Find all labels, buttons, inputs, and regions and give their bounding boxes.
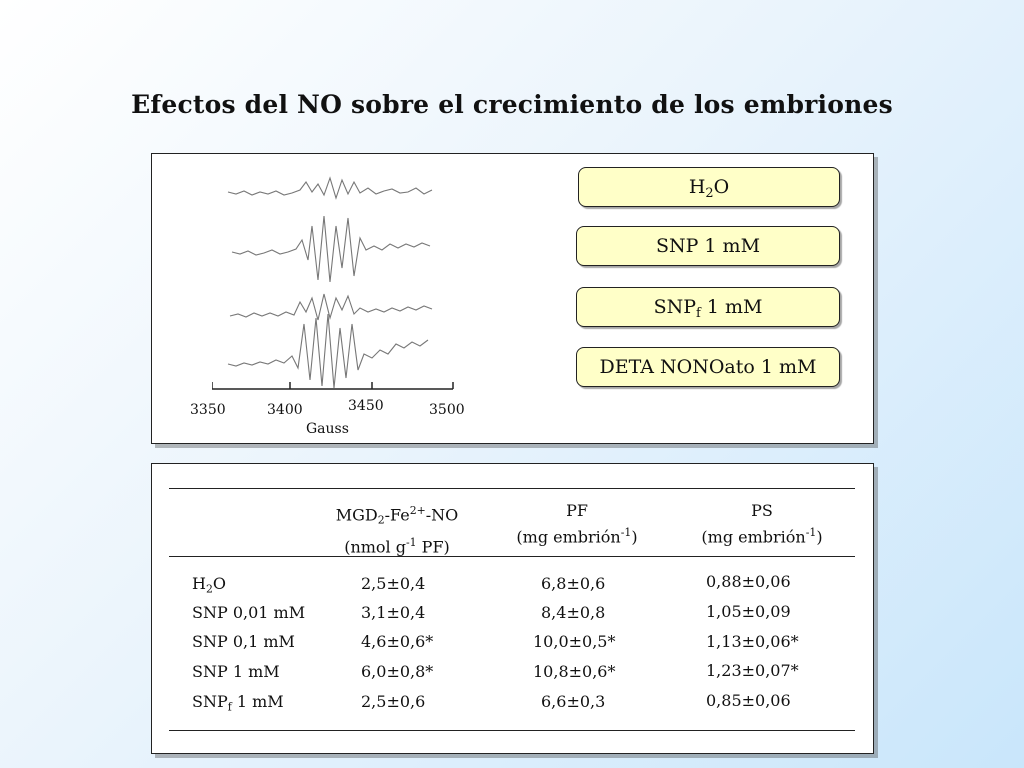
cell-ps: 1,23±0,07* [706,661,799,680]
cell-mgd: 2,5±0,6 [361,692,426,711]
spectra-panel: 3350 3400 3450 3500 Gauss H2O SNP 1 mM S… [151,153,874,444]
x-tick-label: 3500 [429,402,465,418]
row-label: SNP 0,01 mM [192,603,306,622]
spectrum-trace-h2o [227,176,433,200]
cell-ps: 0,85±0,06 [706,691,791,710]
cell-ps: 1,13±0,06* [706,632,799,651]
header-mgd: MGD2-Fe2+-NO (nmol g-1 PF) [335,504,459,556]
cell-mgd: 2,5±0,4 [361,574,426,593]
x-axis [212,382,454,390]
cell-mgd: 6,0±0,8* [361,662,434,681]
cell-ps: 1,05±0,09 [706,602,791,621]
row-label: SNPf 1 mM [192,692,284,714]
cell-pf: 10,0±0,5* [533,632,616,651]
cell-pf: 6,6±0,3 [541,692,606,711]
table-header-rule [169,556,855,557]
spectrum-trace-snpf [229,293,433,321]
spectrum-trace-deta [227,313,429,389]
row-label: H2O [192,574,226,596]
cell-ps: 0,88±0,06 [706,572,791,591]
results-table: MGD2-Fe2+-NO (nmol g-1 PF) PF (mg embrió… [151,463,874,754]
row-label: SNP 0,1 mM [192,632,295,651]
x-tick-label: 3350 [190,402,226,418]
legend-h2o: H2O [578,167,840,207]
x-tick-label: 3450 [348,398,384,414]
epr-spectra-plot [212,176,454,390]
cell-mgd: 4,6±0,6* [361,632,434,651]
row-label: SNP 1 mM [192,662,280,681]
x-tick-label: 3400 [267,402,303,418]
table-bottom-rule [169,730,855,731]
legend-snpf: SNPf 1 mM [576,287,840,327]
cell-pf: 10,8±0,6* [533,662,616,681]
legend-deta-nonoato: DETA NONOato 1 mM [576,347,840,387]
legend-snp: SNP 1 mM [576,226,840,266]
table-top-rule [169,488,855,489]
cell-pf: 8,4±0,8 [541,603,606,622]
header-pf: PF (mg embrión-1) [516,501,638,547]
spectrum-trace-snp [231,215,431,283]
slide-title: Efectos del NO sobre el crecimiento de l… [131,90,893,119]
cell-mgd: 3,1±0,4 [361,603,426,622]
cell-pf: 6,8±0,6 [541,574,606,593]
x-axis-label: Gauss [306,421,349,437]
header-ps: PS (mg embrión-1) [701,501,823,547]
